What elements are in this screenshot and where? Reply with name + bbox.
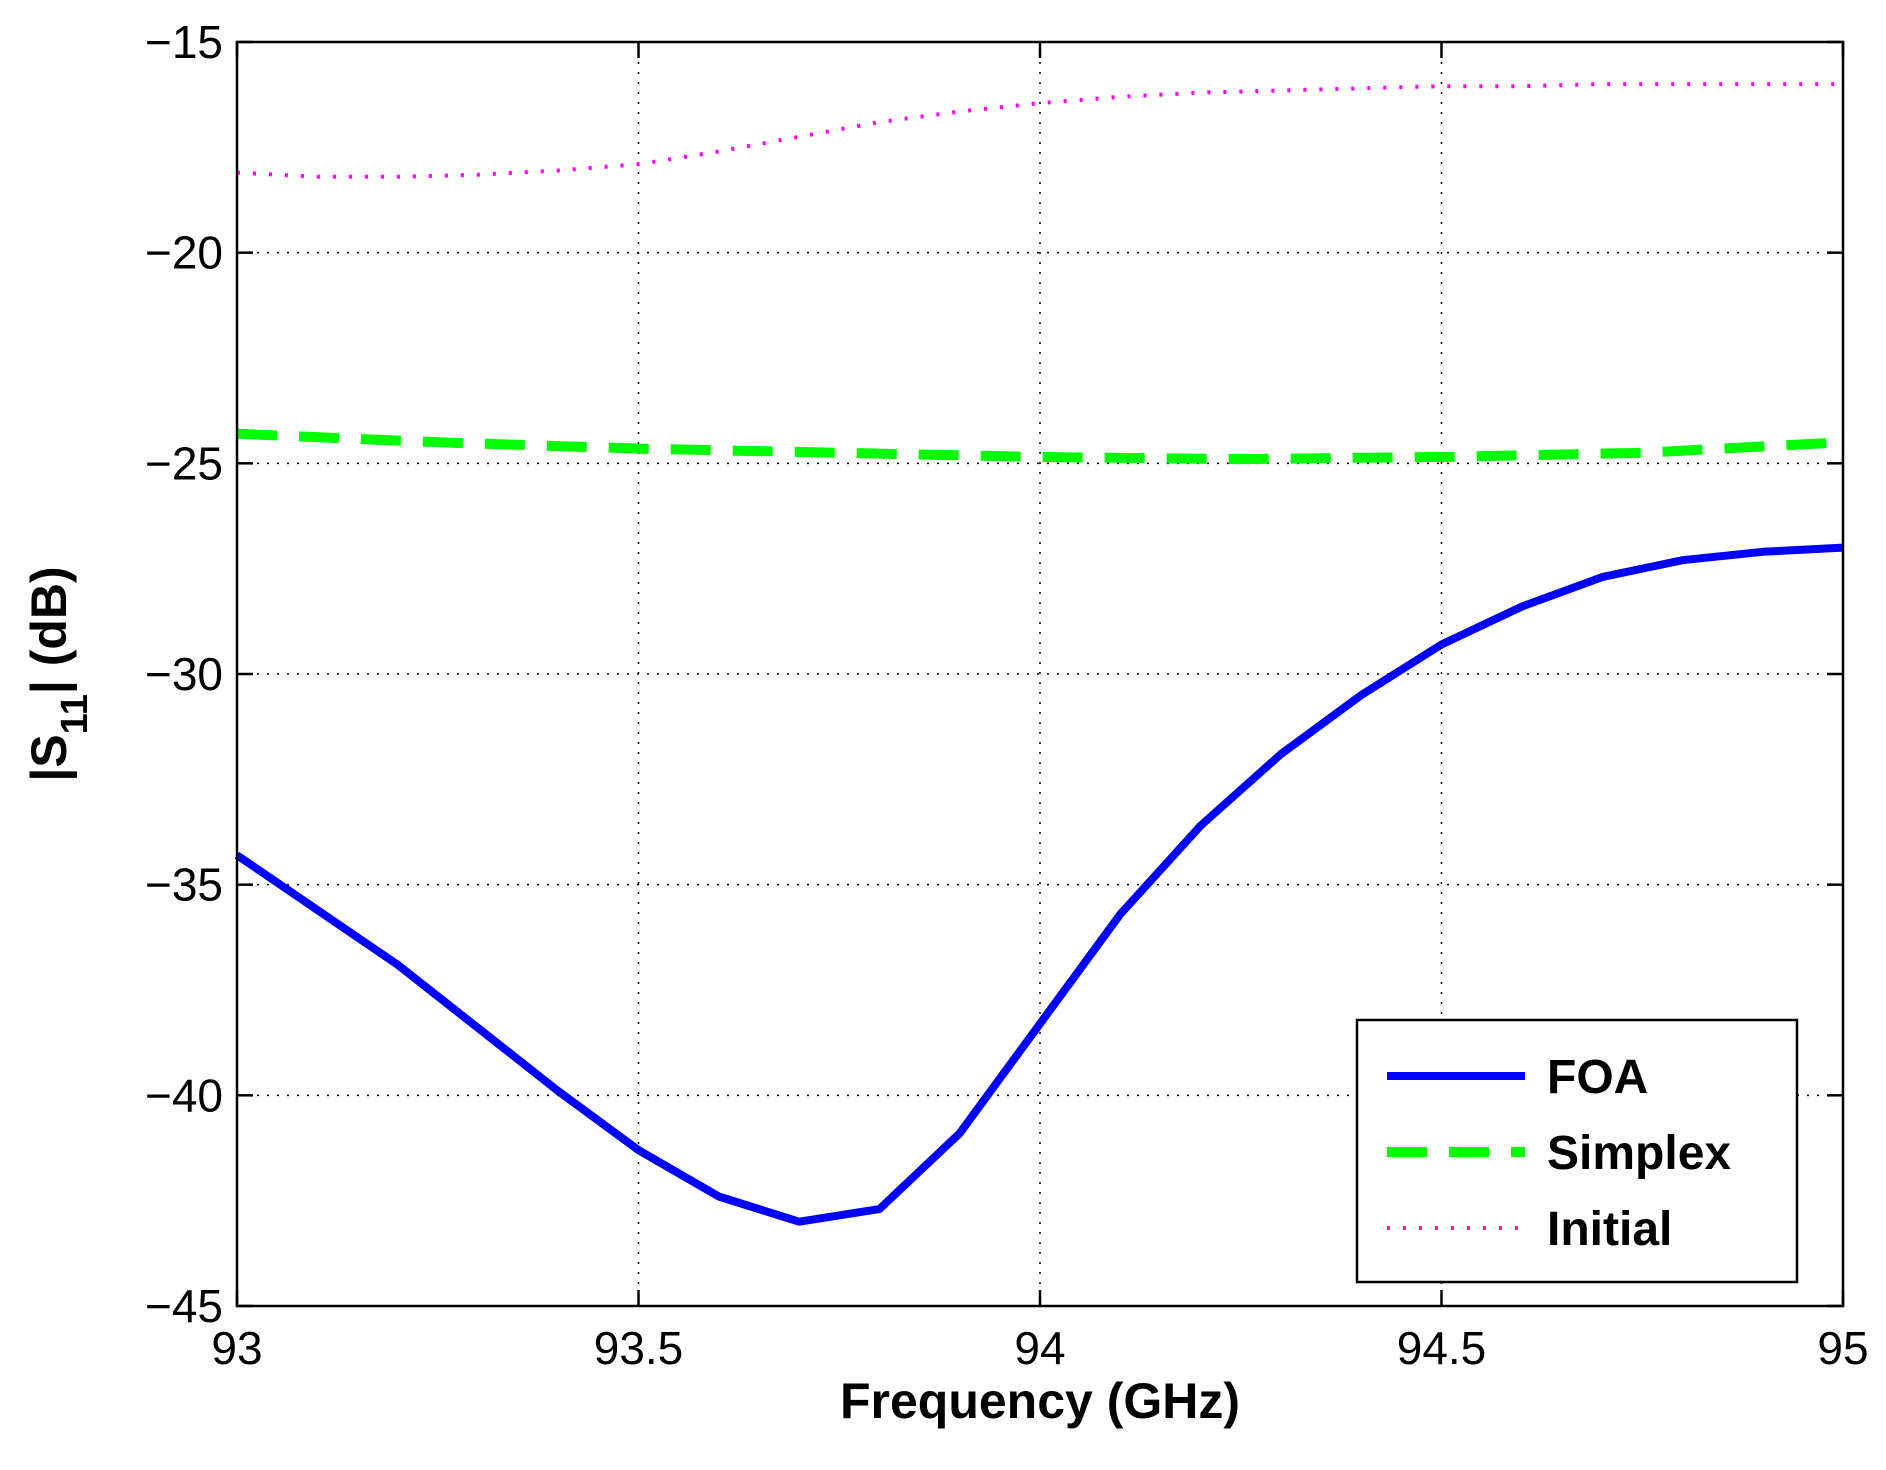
legend-label-initial: Initial — [1547, 1203, 1672, 1256]
y-axis-title-subscript: 11 — [54, 694, 96, 734]
y-tick-label: −30 — [145, 648, 223, 700]
x-tick-label: 93 — [211, 1322, 262, 1374]
legend-label-foa: FOA — [1547, 1051, 1648, 1104]
x-tick-label: 95 — [1817, 1322, 1868, 1374]
y-axis-title-tail: | (dB) — [21, 566, 78, 694]
series-line-simplex — [236, 428, 1844, 465]
y-tick-label: −35 — [145, 859, 223, 911]
y-tick-label: −45 — [145, 1280, 223, 1332]
plot-series — [234, 82, 1844, 1226]
x-tick-label: 93.5 — [594, 1322, 684, 1374]
y-tick-label: −20 — [145, 227, 223, 279]
x-tick-label: 94.5 — [1397, 1322, 1487, 1374]
y-axis-title-main: |S — [21, 734, 78, 781]
y-axis-title: |S11| (dB) — [21, 566, 96, 781]
svg-text:|S11| (dB): |S11| (dB) — [21, 566, 96, 781]
axis-ticks: 93 93.5 94 94.5 95 −45 −40 −35 −30 −25 −20 −15 — [145, 16, 1869, 1374]
legend-label-simplex: Simplex — [1547, 1127, 1731, 1180]
y-tick-label: −15 — [145, 16, 223, 68]
y-tick-label: −25 — [145, 437, 223, 489]
series-line-initial — [236, 82, 1843, 179]
y-tick-label: −40 — [145, 1069, 223, 1121]
x-tick-label: 94 — [1014, 1322, 1065, 1374]
grid — [237, 42, 1843, 1306]
legend: FOA Simplex Initial — [1355, 1018, 1799, 1284]
series-line-foa — [234, 543, 1844, 1226]
x-axis-title: Frequency (GHz) — [840, 1373, 1240, 1429]
legend-box — [1355, 1018, 1799, 1284]
